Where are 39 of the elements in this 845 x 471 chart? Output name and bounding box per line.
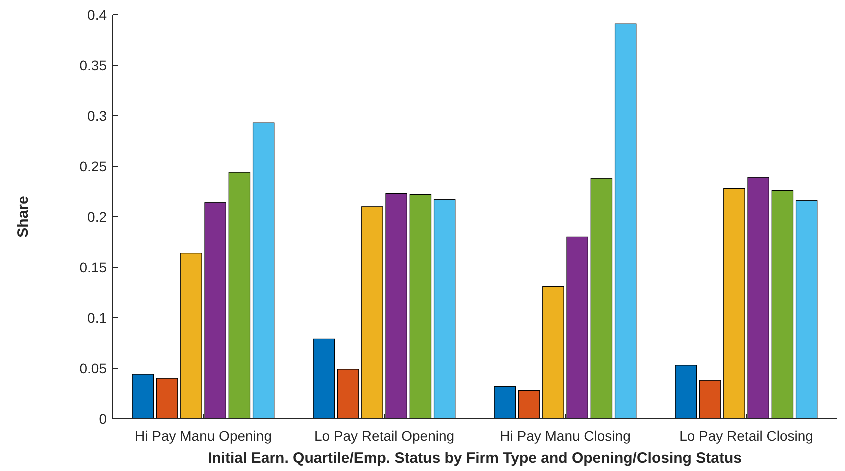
bar (590, 178, 613, 420)
bar (386, 193, 408, 420)
y-tick-label: 0.15 (80, 259, 108, 276)
bar (337, 369, 360, 420)
bar (518, 390, 540, 420)
bar (748, 177, 770, 420)
x-axis-title: Initial Earn. Quartile/Emp. Status by Firm Type and Opening/Closing Status (208, 450, 742, 467)
y-tick-label: 0.2 (88, 208, 108, 225)
bar (699, 380, 722, 420)
bar (410, 194, 432, 420)
y-tick-label: 0.1 (88, 310, 108, 326)
x-tick-label: Hi Pay Manu Opening (135, 428, 272, 444)
y-tick-label: 0.05 (80, 360, 108, 376)
bar (204, 202, 226, 420)
bar (494, 386, 516, 420)
x-tick-label: Hi Pay Manu Closing (500, 428, 631, 444)
bar (542, 286, 564, 420)
bar (180, 253, 202, 420)
y-tick-label: 0 (99, 410, 108, 427)
bar (724, 188, 746, 420)
bar (796, 200, 818, 420)
x-tick-label: Lo Pay Retail Closing (680, 428, 814, 444)
bar (362, 206, 384, 420)
bar (772, 190, 794, 420)
bar (132, 374, 154, 420)
bar (156, 378, 178, 420)
x-tick-label: Lo Pay Retail Opening (314, 428, 455, 444)
bar (566, 236, 588, 420)
bar (252, 122, 275, 420)
bar (675, 365, 698, 420)
y-tick-label: 0.3 (88, 108, 108, 124)
bar (614, 24, 637, 420)
y-tick-label: 0.35 (80, 57, 108, 74)
y-axis-title: Share (15, 196, 32, 238)
bar (313, 338, 336, 420)
bar (228, 172, 251, 420)
y-tick-label: 0.4 (88, 6, 108, 23)
bar (434, 200, 456, 420)
y-tick-label: 0.25 (80, 158, 108, 174)
